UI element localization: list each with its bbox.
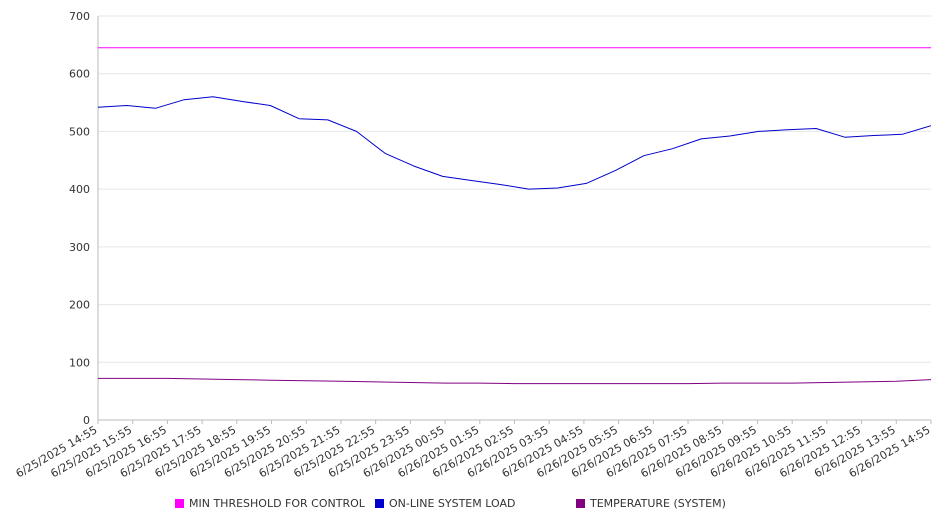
- y-tick-label-7: 700: [69, 10, 90, 23]
- legend-label-min-threshold: MIN THRESHOLD FOR CONTROL: [189, 497, 365, 510]
- y-tick-label-0: 0: [83, 414, 90, 427]
- legend-label-system-load: ON-LINE SYSTEM LOAD: [389, 497, 516, 510]
- series-line-2: [98, 377, 932, 385]
- y-tick-label-6: 600: [69, 68, 90, 81]
- y-tick-label-3: 300: [69, 241, 90, 254]
- legend-item-system-load: ON-LINE SYSTEM LOAD: [375, 497, 515, 510]
- legend-swatch-blue: [375, 499, 384, 508]
- legend-swatch-magenta: [175, 499, 184, 508]
- legend: MIN THRESHOLD FOR CONTROL ON-LINE SYSTEM…: [0, 497, 946, 515]
- y-tick-label-4: 400: [69, 183, 90, 196]
- legend-label-temperature: TEMPERATURE (SYSTEM): [590, 497, 726, 510]
- legend-swatch-purple: [576, 499, 585, 508]
- legend-item-temperature: TEMPERATURE (SYSTEM): [576, 497, 726, 510]
- y-tick-label-2: 200: [69, 299, 90, 312]
- series-line-1: [97, 96, 932, 190]
- legend-item-min-threshold: MIN THRESHOLD FOR CONTROL: [175, 497, 365, 510]
- y-tick-label-1: 100: [69, 356, 90, 369]
- y-tick-label-5: 500: [69, 125, 90, 138]
